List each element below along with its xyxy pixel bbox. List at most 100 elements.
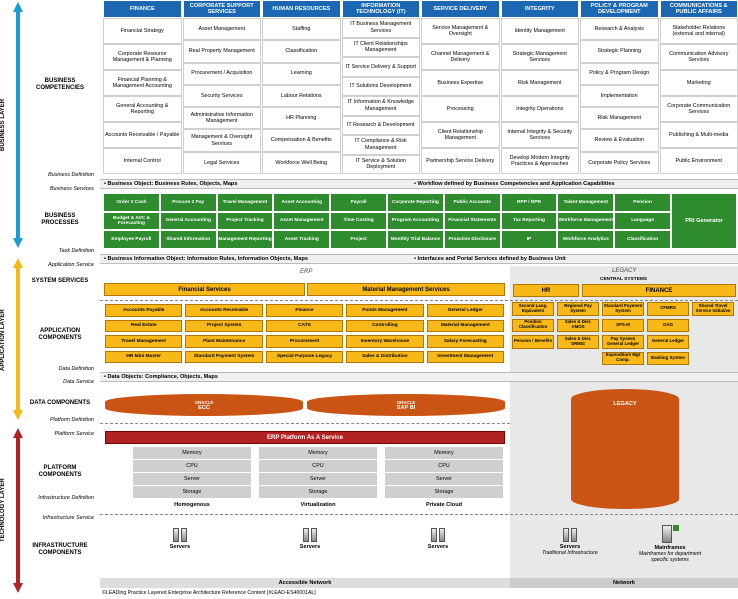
server-label: Servers: [427, 544, 449, 550]
competency-cell: Risk Management: [580, 107, 659, 130]
label-business-definition: Business Definition: [48, 172, 94, 178]
app-component: Controlling: [346, 319, 424, 332]
legacy-component: Position Classification: [512, 318, 554, 332]
competency-cell: Internal Control: [103, 148, 182, 174]
app-component: Salary Forecasting: [426, 335, 504, 348]
competency-cell: Staffing: [262, 18, 341, 41]
ecc-label: ECC: [198, 404, 210, 411]
competency-cell: IT Information & Knowledge Management: [341, 96, 420, 116]
row-data-components: DATA COMPONENTS: [29, 400, 91, 406]
app-component: CATS: [265, 319, 344, 332]
process-box: Management Reporting: [216, 230, 274, 249]
data-objects-bar: • Data Objects: Compliance, Objects, Map…: [100, 372, 738, 382]
competency-cell: Compensation & Benefits: [262, 129, 341, 152]
central-systems-label: CENTRAL SYSTEMS: [600, 277, 648, 282]
legacy-servers-label: Servers: [559, 544, 581, 550]
process-box: Time Costing: [330, 211, 387, 231]
competency-cell: IT Service Delivery & Support: [341, 57, 420, 77]
platform-layer: Storage: [133, 486, 251, 499]
legacy-component: Sales & Dist. SRMIS: [557, 335, 599, 349]
row-platform-components: PLATFORM COMPONENTS: [38, 465, 82, 479]
process-box: Project Tracking: [216, 211, 274, 231]
competency-cell: IT Research & Development: [341, 115, 420, 135]
finance-service: FINANCE: [582, 284, 736, 297]
app-component: Procurement: [265, 335, 344, 348]
legacy-component: CFMRS: [647, 302, 689, 316]
legacy-servers: Servers Traditional Infrastructure: [530, 528, 610, 556]
row-system-services: SYSTEM SERVICES: [31, 278, 89, 284]
app-component: Funds Management: [346, 304, 424, 317]
app-component: Accounts Payable: [105, 304, 183, 317]
process-grid: Order 2 Cash Procure 2 Pay Travel Manageme…: [103, 193, 671, 249]
competency-cell: Security Services: [182, 84, 261, 108]
business-arrow-icon: [13, 2, 23, 248]
application-layer-label: APPLICATION LAYER: [0, 309, 6, 371]
process-box: Shared Information: [159, 230, 217, 249]
competency-cell: Stakeholder Relations (external and inte…: [659, 18, 738, 44]
process-box: Workforce Management: [557, 211, 615, 231]
platform-layer: Memory: [385, 447, 503, 460]
platform-type: Virtualization: [300, 502, 336, 508]
platform-layer: Storage: [385, 486, 503, 499]
competency-cell: Legal Services: [182, 151, 261, 174]
platform-layer: CPU: [385, 460, 503, 473]
process-box: Workforce Analytics: [557, 230, 615, 249]
competency-cell: Classification: [262, 40, 341, 63]
competency-cell: Procurement / Acquisition: [182, 62, 261, 85]
app-component: Project System: [185, 319, 263, 332]
column-header: HUMAN RESOURCES: [262, 0, 341, 18]
workflow-text: • Workflow defined by Business Competenc…: [414, 181, 615, 187]
column-header: POLICY & PROGRAM DEVELOPMENT: [580, 0, 659, 18]
competency-cell: IT Solutions Development: [341, 76, 420, 96]
label-data-service: Data Service: [63, 379, 94, 385]
pri-generator: PRI Generator: [671, 193, 737, 249]
process-box: General Accounting: [159, 211, 217, 231]
divider-infra: [100, 514, 738, 515]
sapbi-oracle-label: ORACLE: [396, 399, 416, 405]
app-component: Finance: [265, 304, 344, 317]
mainframes-sub: Mainframes for department specific syste…: [638, 551, 702, 563]
column-header: INFORMATION TECHNOLOGY (IT): [341, 0, 420, 18]
legacy-component: Pension / Benefits: [512, 335, 554, 349]
row-business-processes: BUSINESS PROCESSES: [41, 213, 79, 227]
process-box: Budget & AVC & Forecasting: [103, 211, 160, 231]
row-infrastructure-components: INFRASTRUCTURE COMPONENTS: [32, 543, 88, 557]
server-icon: [160, 528, 200, 544]
business-layer-label: BUSINESS LAYER: [0, 98, 6, 152]
process-box: Travel Management: [216, 193, 274, 212]
legacy-component: Banking System: [647, 351, 689, 365]
process-box: Project: [330, 230, 387, 249]
process-box: Monthly Trial Balance: [387, 230, 444, 249]
competency-cell: Corporate Resource Management & Planning: [103, 44, 182, 70]
column-header: SERVICE DELIVERY: [421, 0, 500, 18]
competency-cell: General Accounting & Reporting: [103, 96, 182, 122]
process-box: Public Accounts: [443, 193, 501, 212]
column-header: CORPORATE SUPPORT SERVICES: [182, 0, 261, 18]
app-component: General Ledger: [426, 304, 504, 317]
label-platform-service: Platform Service: [54, 431, 94, 437]
competency-cell: Integrity Operations: [500, 96, 579, 122]
legacy-db-label: LEGACY: [613, 401, 637, 407]
process-box: Talent Management: [557, 193, 615, 212]
server-label: Servers: [169, 544, 191, 550]
platform-layer: Server: [259, 473, 377, 486]
app-component: Plant Maintenance: [185, 335, 263, 348]
process-box: Tax Reporting: [500, 211, 558, 231]
platform-layer: CPU: [133, 460, 251, 473]
legacy-label: LEGACY: [612, 268, 637, 274]
platform-grid: Memory CPU Server Storage Homogenous Memory CP…: [133, 447, 503, 513]
server-icon: [530, 528, 610, 544]
divider-app: [100, 300, 738, 301]
competency-cell: IT Compliance & Risk Management: [341, 135, 420, 155]
business-object-text: • Business Object: Business Rules, Objec…: [104, 181, 238, 187]
app-component-grid: Accounts Payable Accounts Receivable Finan…: [104, 304, 506, 366]
app-component: Special Purpose Legacy: [265, 350, 344, 363]
interfaces-text: • Interfaces and Portal Services defined…: [414, 256, 566, 262]
competency-cell: Administrative Information Management: [182, 107, 261, 130]
material-management-services: Material Management Services: [307, 283, 505, 296]
process-box: Program Accounting: [387, 211, 444, 231]
ecc-database: ORACLE ECC: [105, 394, 303, 416]
process-box: Payroll: [330, 193, 387, 212]
competency-cell: Communication Advisory Services: [659, 44, 738, 70]
info-object-bar: • Business Information Object: Informati…: [100, 254, 738, 264]
